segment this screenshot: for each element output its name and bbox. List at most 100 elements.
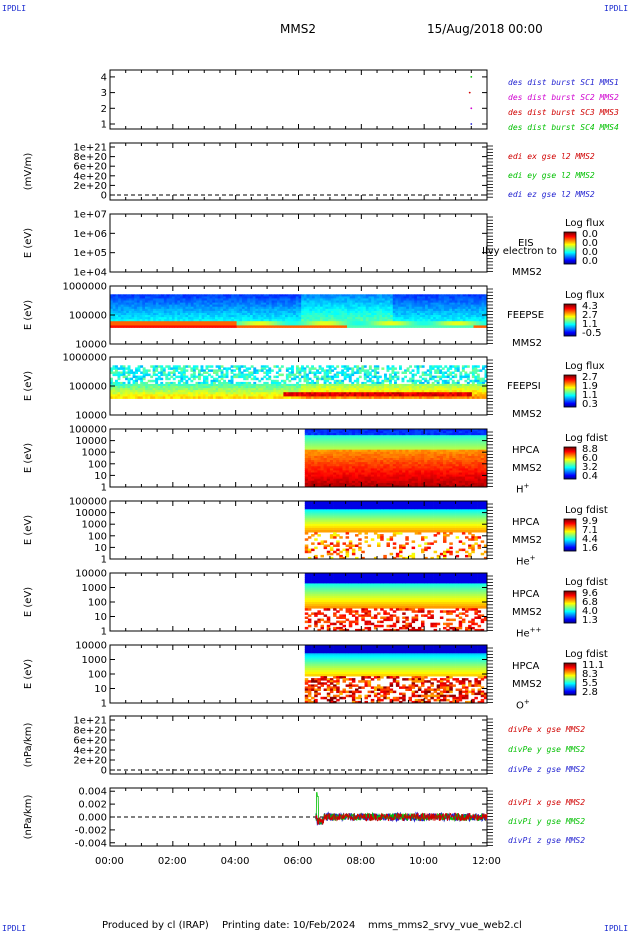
eis-panel-ylabel: E (eV) <box>23 228 34 258</box>
feepse-panel-colorbar-title: Log flux <box>565 290 605 301</box>
feepse-panel-ytick-label: 1000000 <box>62 282 107 293</box>
feepsi-panel-ytick-label: 100000 <box>69 382 107 393</box>
hpca-he-panel-spacecraft: MMS2 <box>512 535 542 546</box>
eis-panel-colorbar-title: Log flux <box>565 218 605 229</box>
feepse-panel-colorbar-frame <box>563 303 577 337</box>
eis-panel-colorbar <box>563 231 577 265</box>
divpe-panel-ytick-label: 4e+20 <box>73 746 107 757</box>
hpca-he2-panel-charge: ++ <box>529 626 542 634</box>
feepsi-panel-ytick-label: 10000 <box>75 411 107 422</box>
hpca-he-panel-colorbar-tick: 1.6 <box>582 543 598 554</box>
hpca-h-panel-species: H+ <box>516 482 530 496</box>
divpe-panel-ytick-label: 1e+21 <box>73 716 107 727</box>
feepse-panel-ytick-label: 10000 <box>75 340 107 351</box>
divpe-panel-frame <box>109 715 488 775</box>
hpca-o-panel-colorbar-tick: 5.5 <box>582 678 598 689</box>
eis-panel-colorbar-frame <box>563 231 577 265</box>
x-tick-label: 04:00 <box>220 856 250 867</box>
hpca-h-panel-spectrogram <box>304 429 488 488</box>
feepsi-panel-spectrogram <box>110 365 488 399</box>
hpca-he2-panel-colorbar-tick: 6.8 <box>582 597 598 608</box>
edi-panel-ytick-label: 4e+20 <box>73 171 107 182</box>
hpca-he-panel-charge: + <box>529 554 536 562</box>
edi-panel-ytick-label: 1e+21 <box>73 143 107 154</box>
hpca-he-panel-ytick-label: 10 <box>94 543 107 554</box>
hpca-o-panel-ytick-label: 10000 <box>75 641 107 652</box>
hpca-he-panel-spectrogram <box>304 501 488 560</box>
edi-panel-frame <box>109 142 488 201</box>
eis-panel-overlay-text: Ilvy electron to <box>482 246 557 257</box>
feepsi-panel-spacecraft: MMS2 <box>512 409 542 420</box>
footer-filename: mms_mms2_srvy_vue_web2.cl <box>368 920 522 931</box>
hpca-he-panel-ytick-label: 100 <box>88 531 107 542</box>
hpca-o-panel-colorbar <box>563 662 577 696</box>
divpi-panel-ytick-label: -0.004 <box>75 838 107 849</box>
hpca-o-panel-colorbar-tick: 8.3 <box>582 669 598 680</box>
divpe-panel-legend-item: divPe z gse MMS2 <box>508 765 586 774</box>
edi-panel-legend-item: edi ex gse l2 MMS2 <box>508 152 595 161</box>
hpca-h-panel-colorbar-tick: 6.0 <box>582 453 598 464</box>
hpca-o-panel-colorbar-tick: 11.1 <box>582 660 605 671</box>
hpca-o-panel-ytick-label: 1000 <box>82 655 107 666</box>
hpca-he2-panel-ytick-label: 100 <box>88 598 107 609</box>
burst-panel-burst-mark <box>470 76 473 78</box>
eis-panel-ytick-label: 1e+04 <box>73 268 107 279</box>
divpi-panel-ytick-label: 0.002 <box>78 800 107 811</box>
feepsi-panel-colorbar-title: Log flux <box>565 361 605 372</box>
burst-panel-ytick-label: 2 <box>101 104 107 115</box>
x-tick-label: 12:00 <box>472 856 501 867</box>
feepse-panel-spacecraft: MMS2 <box>512 338 542 349</box>
hpca-o-panel-charge: + <box>523 698 530 706</box>
hpca-o-panel-ytick-label: 1 <box>101 699 107 710</box>
hpca-he2-panel-ylabel: E (eV) <box>23 587 34 617</box>
burst-panel-burst-mark <box>470 123 473 125</box>
eis-panel-ytick-label: 1e+07 <box>73 210 107 221</box>
hpca-o-panel-ylabel: E (eV) <box>23 659 34 689</box>
hpca-h-panel-ytick-label: 10000 <box>75 436 107 447</box>
feepse-panel-ytick-label: 100000 <box>69 311 107 322</box>
edi-panel-ytick-label: 2e+20 <box>73 181 107 192</box>
hpca-h-panel-ytick-label: 1 <box>101 483 107 494</box>
burst-panel-burst-mark <box>470 107 473 110</box>
hpca-h-panel-ytick-label: 10 <box>94 471 107 482</box>
hpca-o-panel-ytick-label: 100 <box>88 670 107 681</box>
hpca-h-panel-ytick-label: 100 <box>88 459 107 470</box>
burst-panel-legend-item: des dist burst SC3 MMS3 <box>508 108 619 117</box>
hpca-h-panel-colorbar-frame <box>563 446 577 480</box>
feepse-panel-spectrogram <box>110 294 488 328</box>
divpi-panel-ytick-label: 0.000 <box>78 813 107 824</box>
burst-panel-legend-item: des dist burst SC4 MMS4 <box>508 123 619 132</box>
hpca-o-panel-ytick-label: 10 <box>94 684 107 695</box>
hpca-he2-panel-ytick-label: 10000 <box>75 569 107 580</box>
corner-label-bottom-right: IPDLI <box>604 924 629 933</box>
edi-panel-ytick-label: 6e+20 <box>73 162 107 173</box>
hpca-he-panel-ytick-label: 100000 <box>69 497 107 508</box>
divpe-panel-legend-item: divPe y gse MMS2 <box>508 745 586 754</box>
eis-panel-colorbar-tick: 0.0 <box>582 238 598 249</box>
divpi-panel-legend-item: divPi z gse MMS2 <box>508 836 586 845</box>
hpca-he-panel-colorbar <box>563 518 577 552</box>
page-title: MMS2 <box>280 22 316 36</box>
hpca-he2-panel-colorbar-title: Log fdist <box>565 577 608 588</box>
hpca-he2-panel-species: He++ <box>516 626 542 640</box>
feepse-panel-colorbar-tick: 1.1 <box>582 319 598 330</box>
hpca-he2-panel-instrument: HPCA <box>512 589 540 600</box>
burst-panel-ytick-label: 4 <box>101 72 107 83</box>
hpca-h-panel-colorbar-tick: 3.2 <box>582 462 598 473</box>
divpi-panel-series-x <box>315 811 488 825</box>
hpca-o-panel-colorbar-title: Log fdist <box>565 649 608 660</box>
burst-panel-frame <box>109 69 488 130</box>
divpi-panel-legend-item: divPi y gse MMS2 <box>508 817 586 826</box>
hpca-o-panel-colorbar-tick: 2.8 <box>582 687 598 698</box>
x-tick-label: 00:00 <box>95 856 124 867</box>
feepsi-panel-colorbar-tick: 1.9 <box>582 381 598 392</box>
feepsi-panel-colorbar-tick: 2.7 <box>582 372 598 383</box>
corner-label-bottom-left: IPDLI <box>2 924 27 933</box>
feepse-panel-colorbar <box>563 303 577 337</box>
hpca-o-panel-spectrogram <box>304 645 488 704</box>
page-date: 15/Aug/2018 00:00 <box>427 22 543 36</box>
burst-panel-ytick-label: 3 <box>101 88 107 99</box>
hpca-he2-panel-ytick-label: 10 <box>94 612 107 623</box>
hpca-he-panel-ylabel: E (eV) <box>23 515 34 545</box>
